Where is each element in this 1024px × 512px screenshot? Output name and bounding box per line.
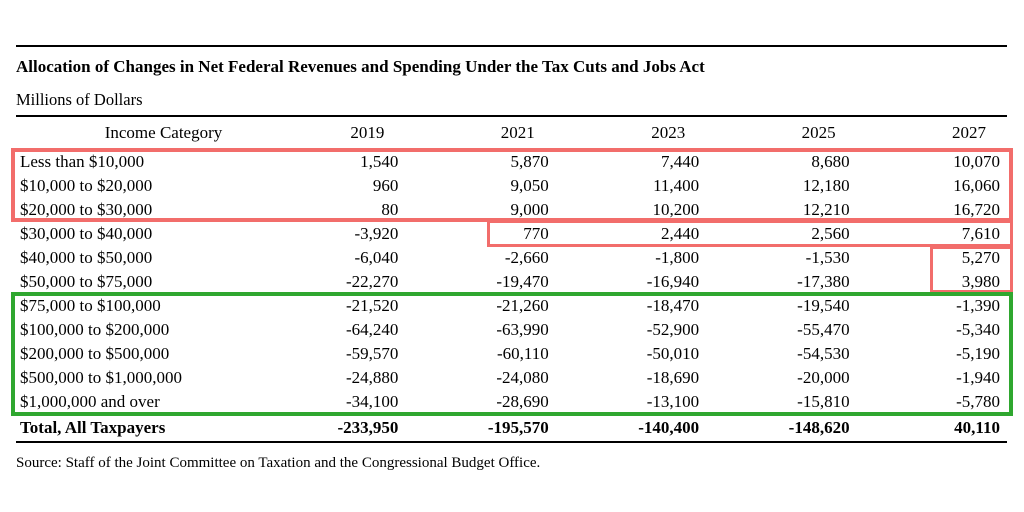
value-cell-2025: -15,810: [797, 392, 850, 411]
bottom-rule: [16, 441, 1007, 443]
page-title: Allocation of Changes in Net Federal Rev…: [16, 57, 705, 76]
table-header-row: Income Category 2019 2021 2023 2025 2027: [16, 119, 1008, 147]
value-cell-2025: 2,560: [811, 224, 850, 243]
income-category-cell: $50,000 to $75,000: [20, 272, 153, 291]
value-cell-2023: -18,470: [646, 296, 700, 315]
value-cell-2027: 3,980: [961, 272, 1000, 291]
value-cell-2025: -17,380: [797, 272, 850, 291]
value-cell-2019: -3,920: [354, 224, 399, 243]
income-category-cell: $500,000 to $1,000,000: [20, 368, 182, 387]
total-value-2023: -140,400: [638, 418, 700, 437]
table-body: Less than $10,000 1,540 5,870 7,440 8,68…: [16, 150, 1008, 414]
total-value-2025: -148,620: [788, 418, 850, 437]
value-cell-2019: -24,880: [345, 368, 399, 387]
value-cell-2019: -22,270: [345, 272, 399, 291]
source-note: Source: Staff of the Joint Committee on …: [16, 455, 541, 471]
total-row: Total, All Taxpayers -233,950 -195,570 -…: [16, 416, 1008, 440]
value-cell-2025: -20,000: [797, 368, 850, 387]
total-row-label: Total, All Taxpayers: [20, 418, 166, 437]
value-cell-2025: 8,680: [811, 152, 850, 171]
total-value-2021: -195,570: [487, 418, 549, 437]
value-cell-2027: -1,390: [956, 296, 1000, 315]
table-row: Less than $10,000 1,540 5,870 7,440 8,68…: [16, 150, 1008, 174]
value-cell-2023: -52,900: [646, 320, 700, 339]
value-cell-2027: -5,780: [956, 392, 1000, 411]
table-row: $500,000 to $1,000,000 -24,880 -24,080 -…: [16, 366, 1008, 390]
income-category-cell: Less than $10,000: [20, 152, 145, 171]
value-cell-2019: -64,240: [345, 320, 399, 339]
table-row: $100,000 to $200,000 -64,240 -63,990 -52…: [16, 318, 1008, 342]
value-cell-2021: -24,080: [496, 368, 549, 387]
value-cell-2025: -54,530: [797, 344, 850, 363]
header-rule: [16, 115, 1007, 117]
value-cell-2023: 10,200: [652, 200, 700, 219]
value-cell-2027: 16,060: [953, 176, 1000, 195]
income-category-cell: $1,000,000 and over: [20, 392, 160, 411]
value-cell-2027: 16,720: [953, 200, 1000, 219]
value-cell-2019: 960: [372, 176, 399, 195]
income-category-cell: $200,000 to $500,000: [20, 344, 170, 363]
value-cell-2019: -6,040: [354, 248, 399, 267]
value-cell-2019: 80: [381, 200, 399, 219]
column-header-2023: 2023: [651, 123, 686, 142]
value-cell-2025: -19,540: [797, 296, 850, 315]
table-row: $50,000 to $75,000 -22,270 -19,470 -16,9…: [16, 270, 1008, 294]
units-subtitle: Millions of Dollars: [16, 90, 143, 109]
value-cell-2027: -5,190: [956, 344, 1000, 363]
value-cell-2021: -60,110: [497, 344, 549, 363]
value-cell-2019: -34,100: [345, 392, 399, 411]
value-cell-2019: -59,570: [345, 344, 399, 363]
value-cell-2027: 10,070: [953, 152, 1000, 171]
value-cell-2027: 7,610: [961, 224, 1000, 243]
column-header-2021: 2021: [500, 123, 535, 142]
value-cell-2025: -1,530: [805, 248, 850, 267]
value-cell-2025: 12,180: [802, 176, 850, 195]
value-cell-2023: 2,440: [660, 224, 700, 243]
value-cell-2023: 7,440: [660, 152, 700, 171]
total-value-2027: 40,110: [954, 418, 1000, 437]
value-cell-2019: 1,540: [360, 152, 399, 171]
income-category-cell: $40,000 to $50,000: [20, 248, 153, 267]
value-cell-2025: -55,470: [797, 320, 850, 339]
value-cell-2021: -28,690: [496, 392, 549, 411]
value-cell-2027: -5,340: [956, 320, 1000, 339]
column-header-2019: 2019: [350, 123, 385, 142]
value-cell-2023: -18,690: [646, 368, 700, 387]
value-cell-2021: -63,990: [496, 320, 549, 339]
value-cell-2023: -50,010: [646, 344, 700, 363]
value-cell-2021: 770: [523, 224, 549, 243]
table-row: $30,000 to $40,000 -3,920 770 2,440 2,56…: [16, 222, 1008, 246]
income-category-cell: $75,000 to $100,000: [20, 296, 161, 315]
column-header-2027: 2027: [951, 123, 986, 142]
table-row: $10,000 to $20,000 960 9,050 11,400 12,1…: [16, 174, 1008, 198]
value-cell-2021: -21,260: [496, 296, 549, 315]
value-cell-2025: 12,210: [802, 200, 850, 219]
value-cell-2021: -2,660: [504, 248, 549, 267]
value-cell-2023: -13,100: [646, 392, 700, 411]
income-category-cell: $10,000 to $20,000: [20, 176, 153, 195]
top-rule: [16, 45, 1007, 47]
table-row: $1,000,000 and over -34,100 -28,690 -13,…: [16, 390, 1008, 414]
value-cell-2027: -1,940: [956, 368, 1000, 387]
value-cell-2021: 9,000: [510, 200, 549, 219]
income-category-cell: $100,000 to $200,000: [20, 320, 170, 339]
column-header-2025: 2025: [801, 123, 836, 142]
value-cell-2023: -16,940: [646, 272, 700, 291]
value-cell-2019: -21,520: [345, 296, 399, 315]
table-row: $75,000 to $100,000 -21,520 -21,260 -18,…: [16, 294, 1008, 318]
total-value-2019: -233,950: [337, 418, 399, 437]
value-cell-2021: -19,470: [496, 272, 549, 291]
income-category-cell: $20,000 to $30,000: [20, 200, 153, 219]
value-cell-2021: 9,050: [510, 176, 549, 195]
value-cell-2023: -1,800: [655, 248, 700, 267]
column-header-income-category: Income Category: [104, 123, 223, 142]
value-cell-2023: 11,400: [653, 176, 700, 195]
value-cell-2027: 5,270: [961, 248, 1000, 267]
income-category-cell: $30,000 to $40,000: [20, 224, 153, 243]
table-row: $40,000 to $50,000 -6,040 -2,660 -1,800 …: [16, 246, 1008, 270]
table-row: $20,000 to $30,000 80 9,000 10,200 12,21…: [16, 198, 1008, 222]
value-cell-2021: 5,870: [510, 152, 549, 171]
table-row: $200,000 to $500,000 -59,570 -60,110 -50…: [16, 342, 1008, 366]
